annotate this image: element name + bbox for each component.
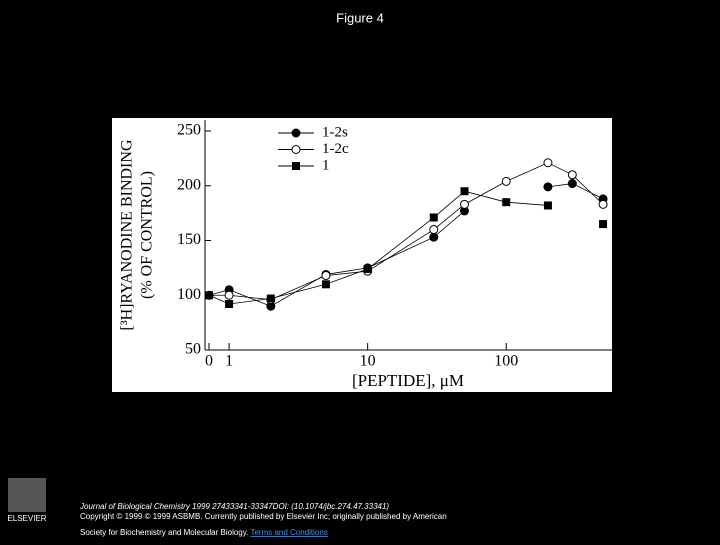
y-tick-label: 100 (177, 286, 201, 303)
legend-label: 1 (322, 157, 330, 173)
marker (321, 271, 331, 281)
x-tick-label: 10 (360, 353, 376, 370)
logo-text: ELSEVIER (7, 514, 46, 523)
logo-tree (8, 478, 46, 512)
marker (567, 179, 577, 189)
copyright-line2: Society for Biochemistry and Molecular B… (80, 528, 328, 537)
y-tick-label: 250 (177, 122, 201, 139)
marker (567, 170, 577, 180)
marker (543, 182, 553, 192)
terms-link[interactable]: Terms and Conditions (250, 528, 327, 537)
marker (460, 199, 470, 209)
marker (225, 300, 234, 309)
x-tick-label: 1 (225, 353, 233, 370)
marker (598, 199, 608, 209)
copyright-text: Society for Biochemistry and Molecular B… (80, 528, 248, 537)
marker (599, 220, 608, 229)
citation: Journal of Biological Chemistry 1999 274… (79, 502, 389, 511)
slide-title: Figure 4 (336, 10, 384, 25)
marker (205, 291, 213, 300)
marker (363, 264, 372, 273)
marker (321, 280, 330, 289)
y-tick-label: 50 (185, 341, 201, 358)
marker (429, 225, 439, 235)
marker (543, 201, 552, 210)
x-tick-label: 100 (494, 353, 518, 370)
x-axis-label: [PEPTIDE], μM (352, 371, 464, 390)
marker (224, 290, 234, 300)
marker (266, 294, 275, 303)
marker (291, 145, 301, 154)
legend-label: 1-2c (322, 141, 349, 157)
marker (429, 213, 438, 222)
marker (291, 128, 301, 138)
marker (501, 176, 511, 186)
marker (543, 158, 553, 168)
marker (429, 232, 439, 242)
copyright: Copyright © 1999 © 1999 ASBMB. Currently… (80, 512, 447, 521)
figure-background (112, 118, 612, 392)
x-tick-label: 0 (205, 353, 213, 370)
marker (502, 198, 511, 207)
y-tick-label: 200 (177, 176, 201, 193)
marker (292, 162, 300, 170)
y-tick-label: 150 (177, 231, 201, 248)
y-axis-label: [³H]RYANODINE BINDING (119, 139, 136, 330)
legend-label: 1-2s (322, 124, 348, 140)
marker (460, 187, 469, 196)
y-axis-label: (% OF CONTROL) (139, 171, 156, 299)
